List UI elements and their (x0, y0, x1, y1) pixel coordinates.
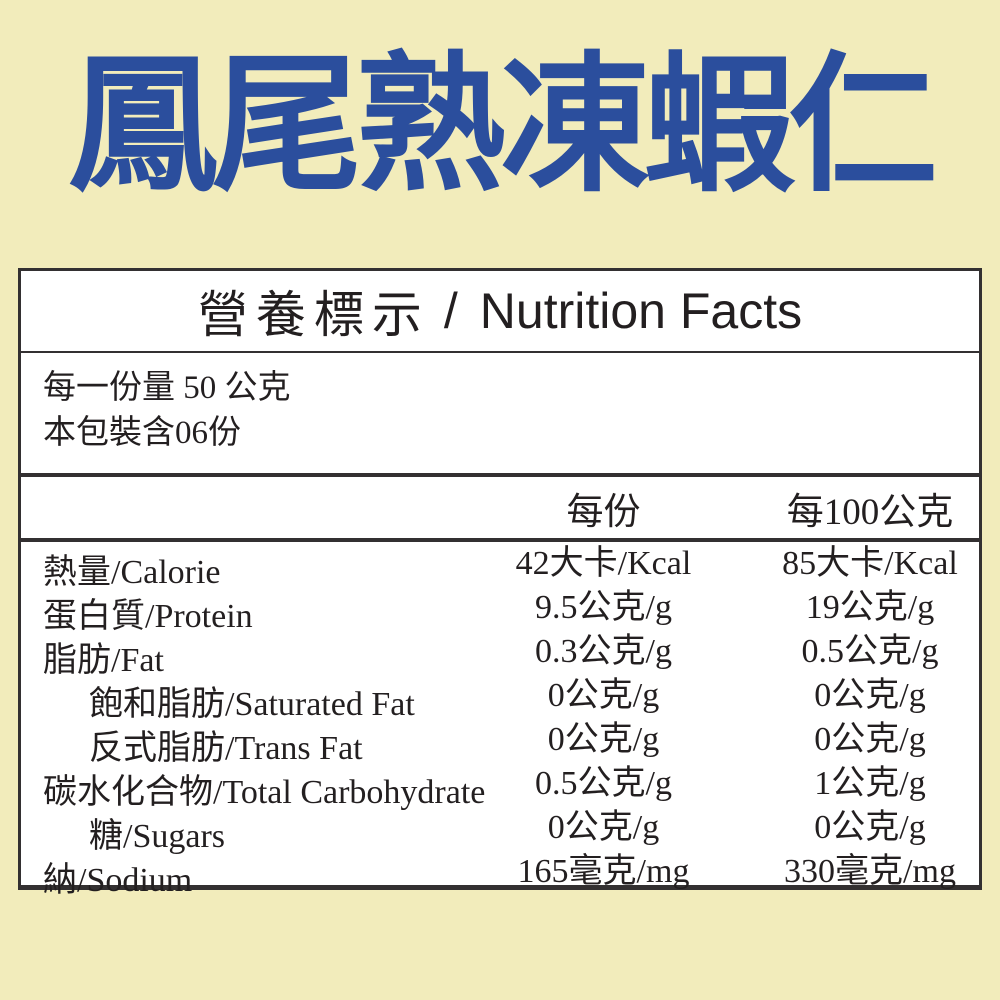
nutrient-label: 糖/Sugars (89, 817, 225, 855)
per-100g-value: 0公克/g (814, 808, 926, 846)
table-heading-en: Nutrition Facts (479, 283, 803, 339)
nutrient-label: 蛋白質/Protein (43, 597, 253, 635)
nutrient-label: 飽和脂肪/Saturated Fat (89, 685, 415, 723)
table-row: 碳水化合物/Total Carbohydrate 0.5公克/g 1公克/g (21, 765, 979, 811)
nutrient-label: 脂肪/Fat (43, 641, 164, 679)
per-serving-value: 0公克/g (547, 720, 660, 758)
product-title: 鳳尾熟凍蝦仁 (67, 41, 938, 209)
per-serving-value: 0公克/g (547, 808, 660, 846)
nutrient-label: 納/Sodium (43, 861, 193, 899)
column-header-per-100g: 每100公克 (786, 491, 954, 533)
table-heading-zh: 營養標示 (197, 287, 430, 343)
per-serving-value: 9.5公克/g (535, 588, 672, 626)
nutrition-facts-table: 營養標示 / Nutrition Facts 每一份量 50 公克 本包裝含06… (18, 268, 982, 899)
table-heading: 營養標示 / Nutrition Facts (21, 271, 979, 353)
per-100g-value: 1公克/g (814, 764, 926, 802)
per-100g-value: 0公克/g (814, 720, 926, 758)
nutrient-label: 反式脂肪/Trans Fat (89, 729, 363, 767)
nutrient-label: 碳水化合物/Total Carbohydrate (43, 773, 486, 811)
per-serving-value: 0.5公克/g (535, 764, 672, 802)
table-row: 熱量/Calorie 42大卡/Kcal 85大卡/Kcal (21, 545, 979, 591)
table-row: 飽和脂肪/Saturated Fat 0公克/g 0公克/g (21, 677, 979, 723)
table-row: 蛋白質/Protein 9.5公克/g 19公克/g (21, 589, 979, 635)
table-row: 反式脂肪/Trans Fat 0公克/g 0公克/g (21, 721, 979, 767)
table-row: 糖/Sugars 0公克/g 0公克/g (21, 809, 979, 855)
per-serving-value: 0公克/g (547, 676, 660, 714)
per-100g-value: 0公克/g (814, 676, 926, 714)
serving-size-line: 每一份量 50 公克 (43, 370, 291, 406)
column-header-per-serving: 每份 (566, 491, 641, 533)
nutrient-rows: 熱量/Calorie 42大卡/Kcal 85大卡/Kcal 蛋白質/Prote… (21, 542, 979, 899)
per-serving-value: 165毫克/mg (517, 852, 690, 890)
per-100g-value: 19公克/g (805, 588, 935, 626)
nutrient-label: 熱量/Calorie (43, 553, 221, 591)
per-100g-value: 85大卡/Kcal (782, 544, 958, 582)
per-serving-value: 0.3公克/g (535, 632, 672, 670)
servings-per-pack-line: 本包裝含06份 (43, 415, 241, 451)
per-100g-value: 0.5公克/g (801, 632, 939, 670)
per-serving-value: 42大卡/Kcal (515, 544, 692, 582)
column-header-row: 每份 每100公克 (21, 477, 979, 542)
per-100g-value: 330毫克/mg (784, 852, 956, 890)
table-row: 脂肪/Fat 0.3公克/g 0.5公克/g (21, 633, 979, 679)
serving-info-section: 每一份量 50 公克 本包裝含06份 (21, 353, 979, 477)
table-heading-separator: / (443, 283, 458, 339)
table-row: 納/Sodium 165毫克/mg 330毫克/mg (21, 853, 979, 899)
